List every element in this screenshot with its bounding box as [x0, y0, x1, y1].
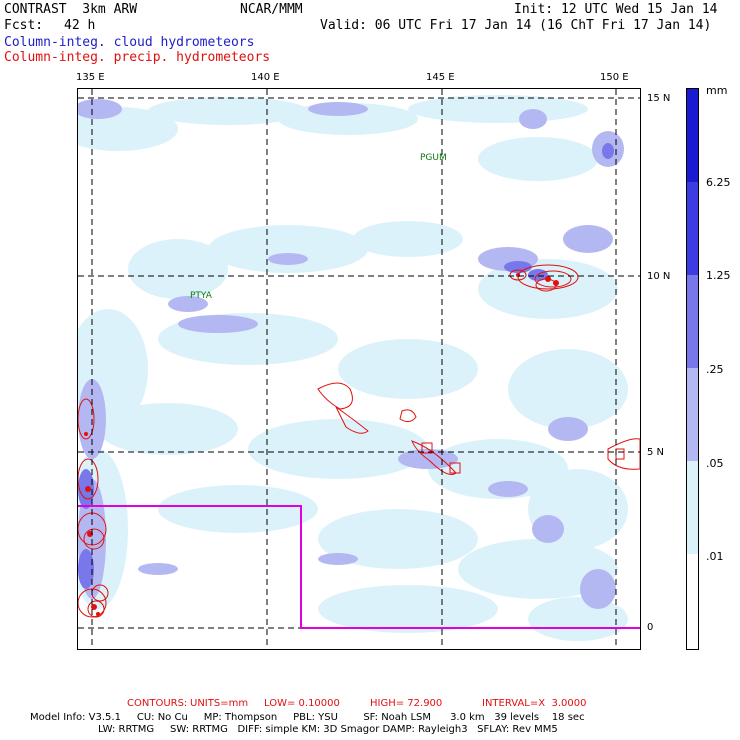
legend-swatch: [687, 275, 698, 368]
field-cloud-title: Column-integ. cloud hydrometeors: [4, 35, 255, 50]
contour-label: CONTOURS:: [127, 698, 188, 709]
station-label-yap: PTYA: [190, 291, 212, 301]
legend-level: .05: [706, 457, 724, 470]
forecast-hour: 42 h: [64, 18, 96, 33]
model-info-line2: LW: RRTMG SW: RRTMG DIFF: simple KM: 3D …: [98, 724, 558, 735]
model-name: CONTRAST 3km ARW: [4, 2, 138, 17]
legend-unit: mm: [706, 84, 728, 97]
lat-label: 5 N: [647, 447, 665, 458]
valid-time: Valid: 06 UTC Fri 17 Jan 14 (16 ChT Fri …: [320, 18, 712, 33]
init-time: Init: 12 UTC Wed 15 Jan 14: [514, 2, 718, 17]
legend-swatch: [687, 368, 698, 461]
contour-interval: INTERVAL=X 3.0000: [482, 698, 587, 709]
lon-label: 150 E: [600, 72, 629, 83]
contour-units: UNITS=mm: [190, 698, 249, 709]
lon-label: 140 E: [251, 72, 280, 83]
legend-swatch: [687, 461, 698, 554]
lon-label: 135 E: [76, 72, 105, 83]
legend-swatch: [687, 182, 698, 275]
domain-boundary: [78, 505, 640, 629]
map-panel: PGUM PTYA: [77, 88, 641, 650]
station-label-guam: PGUM: [420, 153, 447, 163]
contour-high: HIGH= 72.900: [370, 698, 443, 709]
forecast-label: Fcst:: [4, 18, 44, 33]
precip-cores: [84, 273, 559, 616]
lon-label: 145 E: [426, 72, 455, 83]
legend-swatch: [687, 554, 698, 649]
legend-level: 1.25: [706, 269, 731, 282]
legend-level: .01: [706, 550, 724, 563]
map-canvas: [78, 89, 640, 649]
lat-label: 15 N: [647, 93, 671, 104]
legend-level: 6.25: [706, 176, 731, 189]
legend-swatch: [687, 89, 698, 182]
model-info-line1: Model Info: V3.5.1 CU: No Cu MP: Thompso…: [30, 712, 585, 723]
legend-level: .25: [706, 363, 724, 376]
field-precip-title: Column-integ. precip. hydrometeors: [4, 50, 271, 65]
legend-colorbar: [686, 88, 699, 650]
contour-low: LOW= 0.10000: [264, 698, 340, 709]
lat-label: 10 N: [647, 271, 671, 282]
organization: NCAR/MMM: [240, 2, 303, 17]
lat-label: 0: [647, 622, 654, 633]
